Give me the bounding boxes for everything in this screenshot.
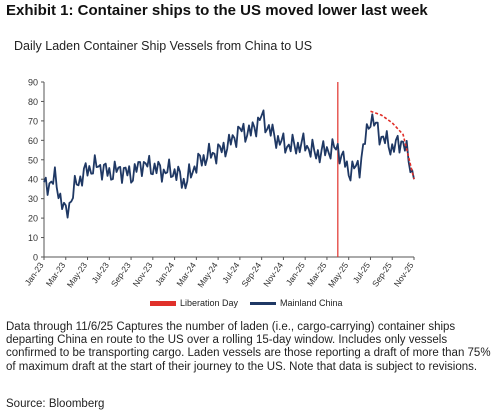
x-tick-label: May-24 bbox=[195, 260, 220, 289]
x-tick-label: Nov-23 bbox=[131, 260, 155, 288]
y-tick-label: 90 bbox=[28, 78, 38, 88]
x-tick-label: Sep-24 bbox=[239, 260, 263, 288]
x-tick-label: Jul-23 bbox=[89, 260, 111, 285]
x-tick-label: Sep-23 bbox=[109, 260, 133, 288]
x-tick-label: Jan-25 bbox=[284, 260, 307, 287]
y-tick-label: 80 bbox=[28, 97, 38, 107]
y-tick-label: 40 bbox=[28, 175, 38, 185]
footnote: Data through 11/6/25 Captures the number… bbox=[6, 321, 491, 373]
x-tick-label: Jul-25 bbox=[351, 260, 373, 285]
y-tick-label: 50 bbox=[28, 155, 38, 165]
projection-dashed-line bbox=[370, 110, 415, 180]
y-tick-label: 60 bbox=[28, 136, 38, 146]
chart-title: Daily Laden Container Ship Vessels from … bbox=[14, 39, 313, 53]
y-tick-label: 0 bbox=[33, 253, 38, 263]
y-tick-label: 70 bbox=[28, 116, 38, 126]
y-tick-label: 20 bbox=[28, 214, 38, 224]
x-tick-label: May-25 bbox=[326, 260, 351, 289]
x-tick-label: Nov-24 bbox=[261, 260, 285, 288]
y-tick-label: 10 bbox=[28, 233, 38, 243]
x-tick-label: Jan-23 bbox=[23, 260, 46, 287]
x-tick-label: Nov-25 bbox=[392, 260, 416, 288]
x-tick-label: Jan-24 bbox=[153, 260, 176, 287]
exhibit-title: Exhibit 1: Container ships to the US mov… bbox=[6, 2, 428, 19]
source-line: Source: Bloomberg bbox=[6, 398, 105, 410]
legend-swatch-liberation-day bbox=[150, 301, 176, 306]
x-tick-label: May-23 bbox=[65, 260, 90, 289]
x-tick-label: Jul-24 bbox=[220, 260, 242, 285]
y-tick-label: 30 bbox=[28, 194, 38, 204]
legend-swatch-mainland-china bbox=[250, 302, 276, 305]
x-tick-label: Sep-25 bbox=[370, 260, 394, 288]
legend-label-mainland-china: Mainland China bbox=[280, 298, 343, 308]
series-line-mainland-china bbox=[43, 109, 415, 219]
legend-label-liberation-day: Liberation Day bbox=[180, 298, 239, 308]
